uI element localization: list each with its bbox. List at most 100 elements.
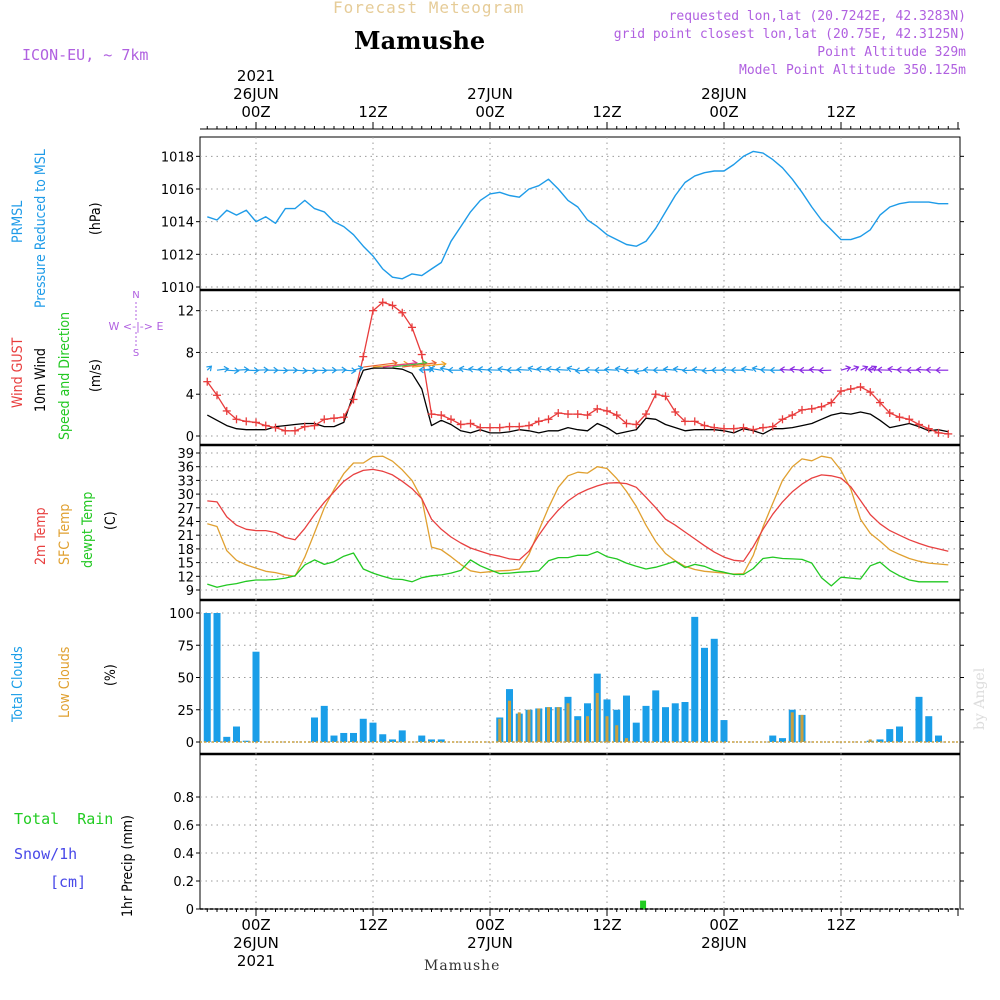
dewpoint-line — [207, 550, 949, 588]
total-cloud-bar — [369, 722, 377, 742]
bottom-time-label: 00Z — [241, 916, 270, 934]
wind-arrow-head — [808, 366, 815, 374]
wind-direction-arrow — [402, 362, 437, 368]
top-time-label: 27JUN — [467, 85, 513, 103]
wind-arrow-head — [357, 365, 364, 372]
wind-arrow-head — [623, 367, 629, 374]
low-cloud-bar — [547, 707, 550, 742]
wind-arrow-head — [458, 365, 465, 373]
t2m-line — [207, 468, 949, 562]
wind-arrow-head — [506, 366, 512, 374]
ytick-label-precip: 0.2 — [173, 875, 194, 890]
wind-arrow-head — [798, 366, 805, 374]
low-cloud-bar — [586, 716, 589, 742]
wind-direction-arrow — [382, 362, 417, 368]
wind-arrow-head — [853, 365, 860, 372]
ytick-label-temperature: 15 — [177, 557, 194, 572]
low-cloud-bar — [556, 707, 560, 742]
chart-subtitle: Forecast Meteogram — [333, 0, 525, 17]
total-cloud-bar — [252, 651, 260, 742]
ytick-label-temperature: 39 — [177, 447, 194, 462]
wind-direction-arrow — [604, 368, 617, 371]
wind-direction-arrow — [850, 366, 859, 371]
total-cloud-bar — [437, 739, 445, 742]
wind-arrow-head — [896, 366, 902, 374]
low-cloud-bar — [517, 712, 521, 742]
top-time-label: 28JUN — [701, 85, 747, 103]
total-cloud-bar — [320, 705, 328, 742]
total-cloud-bar — [662, 707, 669, 742]
wind-arrow-head — [652, 366, 658, 374]
bottom-time-label: 00Z — [709, 916, 738, 934]
wind-arrow-head — [584, 366, 590, 374]
total-cloud-bar — [418, 735, 426, 742]
top-time-label: 26JUN — [233, 85, 279, 103]
bottom-time-label: 12Z — [826, 916, 855, 934]
total-cloud-bar — [710, 638, 718, 742]
wind-arrow-head — [439, 365, 446, 373]
ytick-label-precip: 0.6 — [173, 819, 194, 834]
low-cloud-bar — [790, 712, 794, 742]
precip-snow-label: Snow/1h — [14, 845, 78, 863]
total-cloud-bar — [350, 732, 357, 742]
wind-arrow-head — [614, 365, 621, 373]
total-cloud-bar — [935, 735, 942, 742]
wind-direction-arrow — [517, 368, 530, 371]
wind-direction-arrow — [226, 369, 239, 372]
total-cloud-bar — [379, 734, 387, 742]
low-cloud-bar — [615, 725, 619, 742]
total-cloud-bar — [896, 726, 903, 742]
wind-direction-arrow — [294, 369, 307, 372]
low-cloud-bar — [576, 720, 580, 742]
low-cloud-bar — [498, 718, 502, 742]
total-cloud-bar — [701, 647, 708, 742]
ytick-label-temperature: 36 — [177, 461, 194, 476]
wind-arrow-head — [545, 365, 552, 373]
wind-direction-arrow — [430, 367, 442, 371]
wind-arrow-head — [759, 366, 766, 374]
wind-arrow-head — [536, 365, 542, 373]
top-time-label: 12Z — [826, 103, 855, 121]
ytick-label-clouds: 100 — [169, 607, 194, 622]
wind-arrow-head — [769, 366, 775, 374]
ytick-label-temperature: 18 — [177, 543, 194, 558]
wind-arrow-head — [302, 367, 308, 375]
wind-direction-arrow — [216, 368, 229, 371]
wind-arrow-head — [593, 366, 600, 374]
wind-direction-arrow — [528, 367, 539, 371]
model-altitude: Model Point Altitude 350.125m — [739, 63, 966, 78]
wind-arrow-head — [789, 366, 796, 373]
wind-arrow-head — [467, 365, 474, 373]
panel-frame-pressure — [199, 136, 961, 291]
wind-arrow-head — [862, 365, 869, 372]
bottom-time-label: 26JUN — [233, 934, 279, 952]
top-time-label: 2021 — [237, 67, 275, 85]
bottom-time-label: 12Z — [358, 916, 387, 934]
wind-direction-arrow — [459, 367, 471, 371]
low-cloud-bar — [800, 714, 804, 742]
wind-arrow-head — [935, 366, 941, 374]
ytick-label-wind: 8 — [186, 346, 194, 361]
wind-arrow-head — [603, 366, 610, 374]
wind-arrow-head — [779, 366, 785, 374]
precip-snow-unit-label: [cm] — [50, 873, 87, 891]
point-altitude: Point Altitude 329m — [817, 45, 966, 60]
total-cloud-bar — [213, 613, 221, 742]
ytick-label-clouds: 25 — [177, 704, 194, 719]
wind-arrow-head — [574, 367, 581, 375]
total-cloud-bar — [632, 722, 640, 742]
chart-title: Mamushe — [354, 26, 486, 55]
low-cloud-bar — [625, 738, 628, 742]
wind-arrow-head — [421, 359, 428, 367]
sfc-temp-line — [207, 455, 949, 577]
ytick-label-wind: 12 — [177, 305, 194, 320]
model-label: ICON-EU, ~ 7km — [22, 46, 149, 64]
requested-coords: requested lon,lat (20.7242E, 42.3283N) — [668, 9, 966, 24]
wind-arrow-head — [555, 366, 561, 374]
total-cloud-bar — [915, 696, 923, 742]
total-cloud-bar — [233, 726, 240, 742]
wind-arrow-head — [876, 366, 883, 374]
ytick-label-pressure: 1010 — [161, 281, 194, 296]
ytick-label-pressure: 1012 — [161, 248, 194, 263]
precip-total-rain-label: Total Rain — [14, 810, 114, 828]
